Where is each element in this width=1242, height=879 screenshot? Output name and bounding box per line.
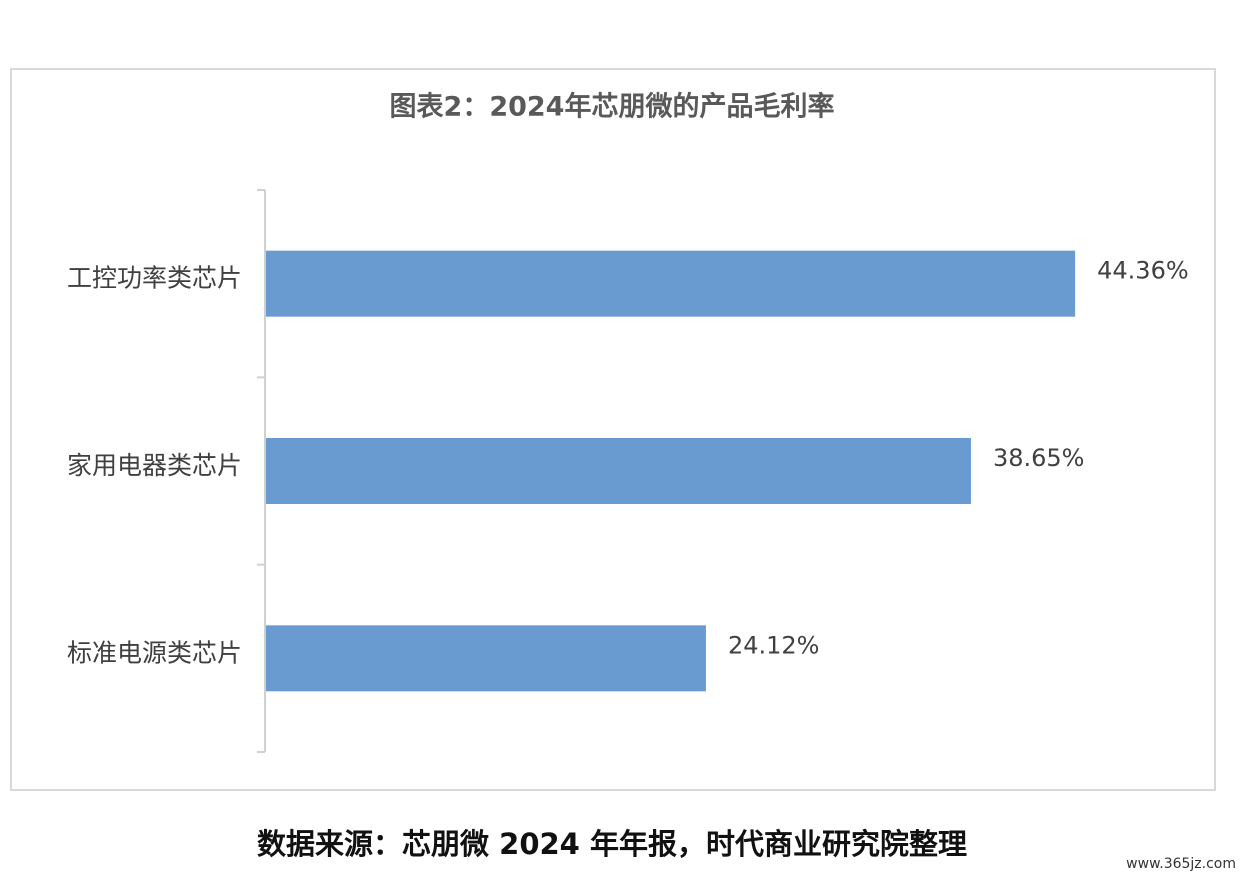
bar: [266, 625, 706, 692]
category-label: 工控功率类芯片: [67, 264, 242, 293]
value-label: 44.36%: [1097, 257, 1189, 285]
value-label: 38.65%: [993, 444, 1085, 472]
chart-title: 图表2：2024年芯朋微的产品毛利率: [390, 91, 835, 123]
bar: [266, 250, 1076, 317]
value-label: 24.12%: [728, 631, 820, 659]
category-label: 标准电源类芯片: [67, 638, 242, 667]
category-label: 家用电器类芯片: [67, 451, 242, 480]
watermark: www.365jz.com: [1126, 856, 1236, 872]
source-note: 数据来源：芯朋微 2024 年年报，时代商业研究院整理: [257, 827, 967, 861]
bar: [266, 438, 971, 504]
